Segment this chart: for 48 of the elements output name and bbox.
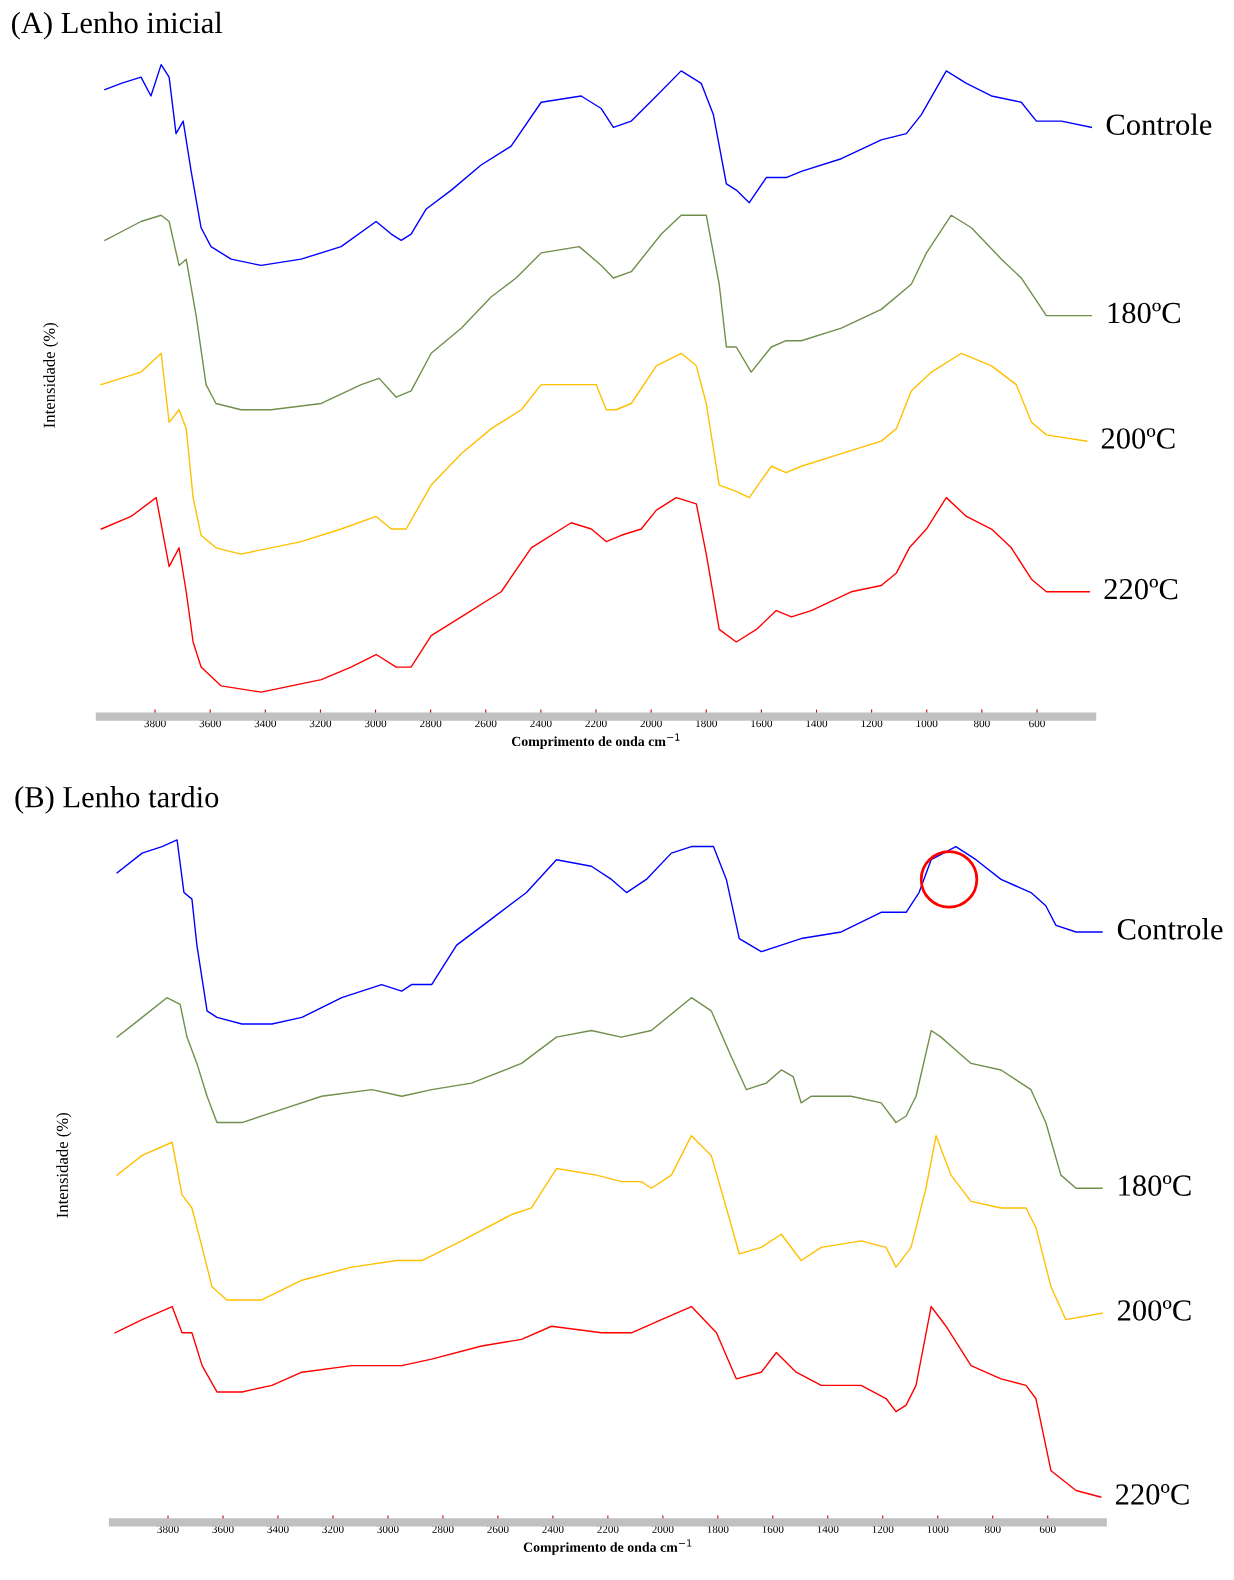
x-tick-label: 1800 [696,719,717,728]
x-axis-title: Comprimento de onda cm$^{−1}$ [511,733,680,749]
x-tick-label: 600 [1029,719,1045,728]
x-tick-label: 1400 [817,1525,839,1533]
y-axis-title: Intensidade (%) [43,323,59,428]
x-tick-label: 1600 [751,719,773,728]
chart-title: (A) Lenho inicial [12,11,223,40]
series-label: 200ºC [1101,428,1175,449]
x-tick-label: 800 [973,719,990,728]
x-tick-label: 3800 [144,719,166,728]
x-tick-label: 2200 [597,1525,619,1533]
series-label: 180ºC [1119,1175,1191,1196]
x-tick-label: 1600 [762,1525,784,1533]
y-axis-title: Intensidade (%) [56,1113,72,1218]
x-tick-label: 2000 [640,719,662,728]
x-tick-label: 2000 [652,1525,674,1533]
x-tick-label: 1800 [707,1525,729,1533]
x-tick-label: 1000 [916,719,938,728]
series-label: Controle [1106,113,1212,136]
x-tick-label: 2800 [432,1525,454,1533]
x-tick-label: 2200 [585,719,607,728]
x-tick-label: 3200 [322,1525,344,1533]
x-tick-label: 2800 [420,719,442,728]
x-tick-label: 800 [984,1525,1001,1533]
x-tick-label: 3600 [199,719,221,728]
x-tick-label: 1200 [861,719,883,728]
series-label: 180ºC [1108,302,1180,324]
x-tick-label: 3200 [309,719,332,728]
x-tick-label: 600 [1039,1525,1056,1533]
x-tick-label: 3000 [377,1525,399,1533]
x-tick-label: 1000 [927,1525,949,1533]
x-tick-label: 3600 [212,1525,234,1533]
series-label: 220ºC [1116,1484,1189,1505]
x-tick-label: 3400 [267,1525,289,1533]
x-tick-label: 3400 [254,719,276,728]
x-tick-label: 2400 [542,1525,564,1533]
x-tick-label: 2600 [487,1525,509,1533]
x-tick-label: 1200 [872,1525,894,1533]
x-tick-label: 2600 [475,719,497,728]
x-tick-label: 3800 [157,1525,179,1533]
series-label: 200ºC [1117,1300,1191,1321]
x-tick-label: 1400 [806,719,828,728]
x-tick-label: 2400 [530,719,552,728]
x-axis-title: Comprimento de onda cm$^{−1}$ [523,1539,692,1555]
series-label: 220ºC [1104,578,1178,600]
chart-title: (B) Lenho tardio [15,785,219,814]
series-label: Controle [1117,918,1223,940]
x-tick-label: 3000 [364,719,387,728]
